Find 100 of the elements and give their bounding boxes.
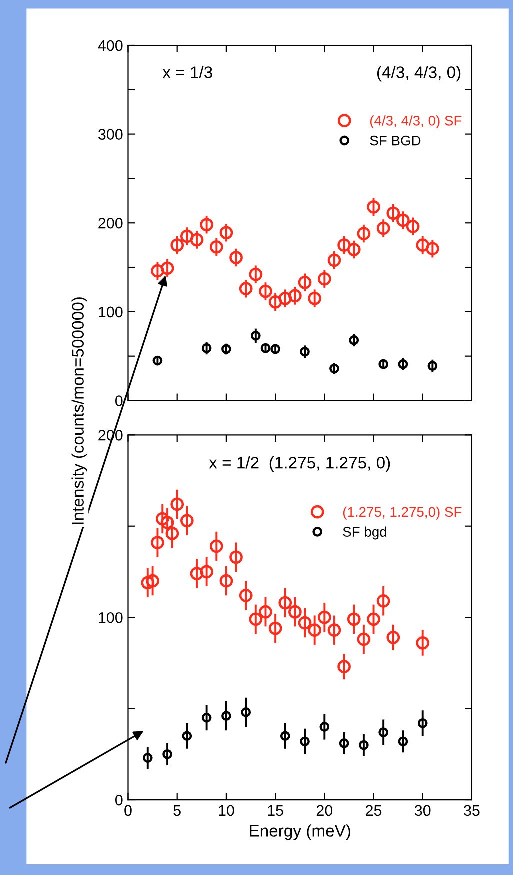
point [298,616,312,630]
point [376,594,390,608]
point [259,284,272,298]
point [300,736,310,747]
x-tick-label: 0 [124,805,132,816]
point [406,220,420,234]
y-tick-label: 400 [98,40,123,52]
point [239,589,253,602]
point [416,636,430,650]
point [220,226,234,240]
point [202,712,212,723]
y-tick-label: 0 [115,396,123,406]
point [318,610,332,624]
point [398,736,408,747]
point [328,254,342,268]
point [230,251,243,264]
point [230,550,243,564]
point [270,344,280,354]
point [222,711,232,722]
point [268,622,282,636]
point [151,536,164,550]
point [260,343,271,354]
point [141,576,155,590]
point [180,230,194,244]
point [418,718,428,728]
point [320,722,330,732]
point [239,282,253,296]
point [146,574,160,588]
point [280,731,290,742]
point [210,540,224,554]
point [396,214,410,228]
point [398,359,408,370]
y-tick-label: 100 [99,306,123,318]
point [190,233,204,247]
point [222,344,232,354]
point [318,272,332,286]
point [142,753,153,763]
x-axis-title: Energy (meV) [250,824,350,840]
point [170,498,184,512]
point [160,262,174,276]
point [338,238,351,252]
x-tick-label: 5 [174,805,181,816]
annotation: x = 1/3 [162,66,212,78]
point [339,738,350,748]
point [268,296,282,309]
point [180,514,194,528]
point [162,749,172,760]
x-tick-label: 10 [219,805,234,816]
point [190,567,204,580]
point [386,206,400,220]
y-tick-label: 200 [98,218,123,229]
point [378,728,389,738]
point [241,708,252,718]
point [156,512,170,526]
point [376,222,390,236]
point [288,605,302,619]
legend-label: (1.275, 1.275,0) SF [343,506,462,520]
point [200,218,214,232]
point [250,330,261,341]
point [160,516,174,530]
point [428,361,438,372]
point [151,264,164,278]
point [182,731,192,742]
point [378,359,389,370]
point [426,242,440,256]
point [152,356,163,366]
point [278,292,292,306]
point [220,574,234,588]
x-tick-label: 30 [414,805,431,816]
point [278,596,292,610]
point [249,612,263,626]
point [347,612,361,626]
y-tick-label: 100 [99,612,123,624]
point [166,526,180,540]
annotation: (4/3, 4/3, 0) [377,66,461,82]
x-tick-label: 20 [316,805,333,816]
annotation: x = 1/2 (1.275, 1.275, 0) [209,456,390,472]
point [259,605,272,619]
x-tick-label: 15 [268,805,284,816]
point [202,343,212,354]
x-tick-label: 25 [366,805,382,816]
point [367,612,380,626]
y-tick-label: 300 [98,129,123,140]
point [357,227,371,240]
point [300,346,310,357]
y-axis-title: Intensity (counts/mon=500000) [72,298,88,524]
point [308,624,322,638]
point [328,624,342,638]
point [210,240,224,254]
point [298,276,312,290]
point [330,364,340,374]
point [367,200,380,214]
point [357,632,371,646]
legend-label: (4/3, 4/3, 0) SF [370,116,462,129]
point [338,660,351,674]
point [308,292,322,306]
point [349,335,360,346]
y-tick-label: 0 [115,794,123,806]
legend-label: SF BGD [370,136,421,146]
point [170,238,184,252]
